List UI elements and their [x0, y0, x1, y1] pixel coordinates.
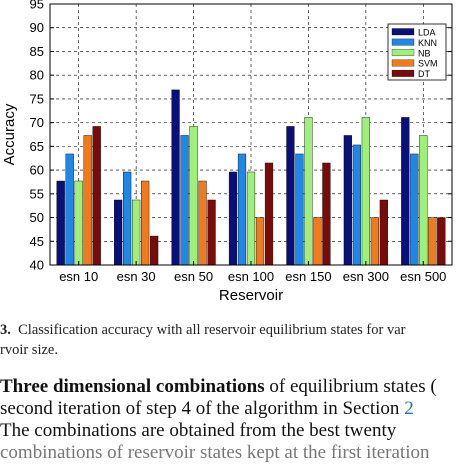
bar-lda-esn-150 [286, 126, 295, 266]
bar-lda-esn-50 [171, 89, 180, 266]
bar-lda-esn-300 [343, 135, 352, 266]
bar-lda-esn-500 [401, 117, 410, 266]
bar-nb-esn-10 [74, 180, 83, 266]
legend-swatch [391, 69, 415, 77]
x-tick-label: esn 500 [400, 269, 446, 284]
bar-svm-esn-300 [370, 217, 379, 266]
bar-dt-esn-150 [322, 162, 331, 266]
bar-knn-esn-10 [65, 153, 74, 266]
bar-nb-esn-300 [361, 117, 370, 266]
bar-lda-esn-100 [228, 171, 238, 266]
bar-dt-esn-30 [150, 235, 159, 266]
bar-knn-esn-500 [410, 153, 419, 266]
legend-label: KNN [418, 38, 437, 48]
legend-swatch [391, 38, 415, 46]
bar-svm-esn-50 [198, 180, 207, 266]
bar-dt-esn-50 [207, 199, 216, 266]
body-paragraph: Three dimensional combinations of equili… [0, 376, 474, 464]
y-tick-label: 60 [30, 163, 44, 178]
bar-nb-esn-100 [246, 171, 256, 266]
y-tick-label: 70 [30, 115, 44, 130]
body-line-1-rest: of equilibrium states ( [264, 376, 437, 397]
body-line-1: Three dimensional combinations of equili… [0, 376, 474, 398]
bar-svm-esn-100 [255, 217, 265, 266]
y-tick-label: 95 [30, 0, 44, 12]
bar-nb-esn-500 [419, 135, 428, 266]
y-tick-label: 55 [30, 186, 44, 201]
caption-line-1: 3. Classification accuracy with all rese… [0, 320, 474, 340]
legend-swatch [391, 59, 415, 67]
bar-dt-esn-500 [437, 217, 446, 266]
body-line-2: second iteration of step 4 of the algori… [0, 398, 474, 420]
y-tick-label: 85 [30, 44, 44, 59]
bar-lda-esn-30 [114, 199, 123, 266]
bar-lda-esn-10 [56, 180, 65, 266]
body-line-3: The combinations are obtained from the b… [0, 420, 397, 441]
bar-nb-esn-150 [304, 117, 313, 266]
bar-dt-esn-100 [264, 162, 274, 266]
legend-label: SVM [418, 59, 438, 69]
y-tick-label: 80 [30, 68, 44, 83]
caption-line-2: rvoir size. [0, 342, 58, 358]
x-tick-label: esn 10 [59, 269, 98, 284]
figure-number: 3. [0, 322, 11, 338]
y-tick-label: 40 [30, 258, 44, 273]
y-axis-ticks: 40 45 50 55 60 65 70 75 80 85 90 95 [30, 0, 452, 273]
bar-nb-esn-50 [189, 126, 198, 266]
figure-caption: 3. Classification accuracy with all rese… [0, 320, 474, 360]
bold-phrase: Three dimensional combinations [0, 376, 265, 397]
body-line-4: combinations of reservoir states kept at… [0, 442, 430, 463]
legend-swatch [391, 49, 415, 56]
bar-nb-esn-30 [132, 199, 141, 266]
y-tick-label: 75 [30, 91, 44, 106]
bar-svm-esn-10 [83, 135, 92, 266]
y-tick-label: 50 [30, 210, 44, 225]
bar-dt-esn-10 [92, 126, 101, 266]
x-tick-label: esn 300 [343, 269, 389, 284]
bar-knn-esn-30 [123, 171, 132, 266]
x-tick-label: esn 50 [174, 269, 213, 284]
y-tick-label: 45 [30, 234, 44, 249]
bars [56, 89, 446, 266]
bar-knn-esn-50 [180, 135, 189, 266]
bar-svm-esn-500 [428, 217, 437, 266]
section-link[interactable]: 2 [404, 398, 414, 419]
x-tick-label: esn 30 [117, 269, 156, 284]
y-tick-label: 65 [30, 139, 44, 154]
bar-knn-esn-100 [237, 153, 247, 266]
x-axis-ticks: esn 10 esn 30 esn 50 esn 100 esn 150 esn 300 e… [59, 261, 446, 284]
bar-svm-esn-30 [141, 180, 150, 266]
legend-swatch [391, 28, 415, 36]
bar-knn-esn-150 [295, 153, 304, 266]
x-axis-label: Reservoir [219, 287, 283, 304]
caption-text-1: Classification accuracy with all reservo… [18, 322, 406, 338]
bar-svm-esn-150 [313, 217, 322, 266]
legend-label: DT [418, 69, 430, 79]
x-tick-label: esn 150 [285, 269, 331, 284]
legend-label: LDA [418, 28, 436, 38]
y-axis-label: Accuracy [1, 103, 18, 165]
y-tick-label: 90 [30, 20, 44, 35]
legend-label: NB [418, 48, 431, 58]
bar-knn-esn-300 [352, 144, 361, 266]
body-line-2-text: second iteration of step 4 of the algori… [0, 398, 405, 419]
bar-dt-esn-300 [379, 199, 388, 266]
x-tick-label: esn 100 [228, 269, 274, 284]
